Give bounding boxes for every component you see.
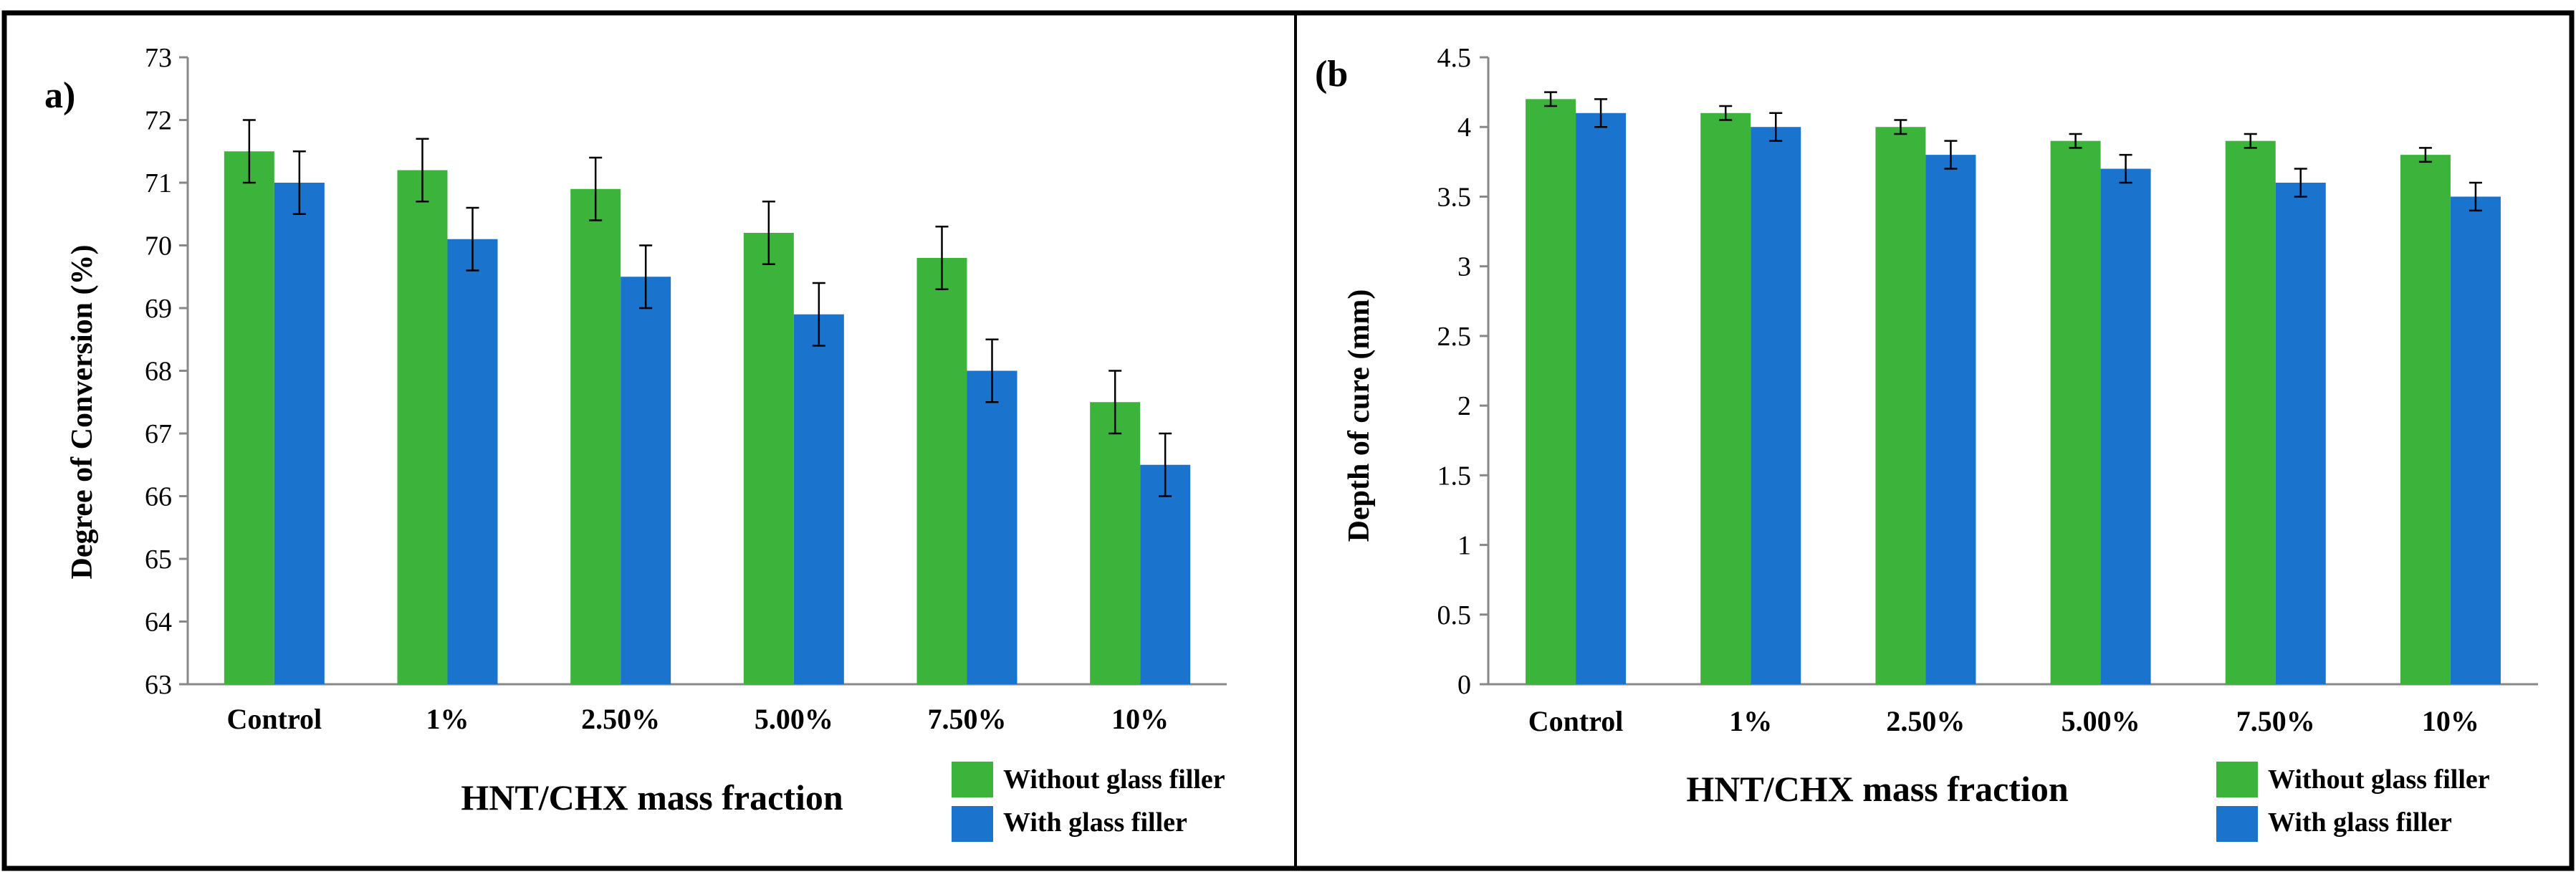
bar [621, 277, 671, 684]
figure-frame [1, 10, 2575, 871]
legend-b: Without glass filler With glass filler [2216, 762, 2490, 842]
legend-a: Without glass filler With glass filler [952, 762, 1225, 842]
bars-a [224, 151, 1191, 684]
y-tick-label: 70 [145, 231, 172, 262]
bars-b [1526, 99, 2501, 685]
y-axis-a [179, 56, 1227, 686]
legend-label-without-a: Without glass filler [1003, 764, 1225, 795]
y-ticks-a: 63 64 65 66 67 68 69 70 71 72 73 [145, 43, 172, 700]
bar [743, 233, 794, 684]
y-tick-label: 73 [145, 43, 172, 73]
bar [447, 239, 498, 684]
x-tick-label: 7.50% [2236, 705, 2315, 737]
y-axis-b [1480, 56, 2538, 686]
legend-swatch-with-a [952, 806, 993, 842]
bar [2100, 168, 2151, 685]
x-tick-label: 5.00% [2062, 705, 2140, 737]
bar [1700, 112, 1751, 684]
legend-swatch-without-a [952, 762, 993, 797]
bar [2050, 140, 2101, 684]
x-tick-label: 1% [1729, 705, 1772, 737]
bar [2400, 155, 2451, 685]
bar [1751, 127, 1801, 684]
y-tick-label: 1.5 [1437, 461, 1472, 491]
y-tick-label: 65 [145, 545, 172, 575]
x-axis-label-b: HNT/CHX mass fraction [1686, 769, 2068, 809]
x-tick-label: 10% [2422, 705, 2479, 737]
x-tick-label: Control [227, 703, 322, 735]
chart-panel-b: (b Depth of cure (mm) 0 0.5 1 1.5 2 2.5 3 3.5 4 4… [1315, 43, 2538, 842]
y-tick-label: 3.5 [1437, 182, 1472, 212]
bar [397, 170, 448, 684]
y-axis-label-b: Depth of cure (mm) [1343, 289, 1376, 542]
bar [916, 258, 967, 684]
x-tick-labels-b: Control 1% 2.50% 5.00% 7.50% 10% [1528, 705, 2479, 737]
y-tick-label: 69 [145, 294, 172, 324]
bar [274, 183, 325, 684]
y-tick-label: 63 [145, 670, 172, 700]
y-tick-label: 1 [1457, 531, 1471, 561]
bar [1576, 112, 1627, 684]
legend-swatch-without-b [2216, 762, 2258, 797]
x-tick-label: Control [1528, 705, 1624, 737]
x-tick-label: 2.50% [581, 703, 660, 735]
x-tick-label: 7.50% [928, 703, 1007, 735]
y-tick-label: 64 [145, 608, 172, 638]
x-axis-label-a: HNT/CHX mass fraction [461, 777, 843, 818]
error-bars-a [242, 119, 1172, 497]
panel-label-b: (b [1315, 54, 1348, 95]
bar [570, 188, 621, 684]
y-tick-label: 2.5 [1437, 322, 1472, 352]
bar [967, 370, 1018, 684]
bar [1526, 99, 1576, 685]
y-axis-label-a: Degree of Conversion (%) [66, 245, 99, 580]
bar [2450, 196, 2501, 684]
error-bars-b [1544, 91, 2482, 212]
y-tick-label: 72 [145, 106, 172, 136]
bar [793, 314, 844, 684]
y-tick-label: 71 [145, 168, 172, 198]
y-tick-label: 0.5 [1437, 600, 1472, 631]
legend-label-with-b: With glass filler [2268, 807, 2452, 838]
x-tick-label: 2.50% [1886, 705, 1965, 737]
x-tick-label: 5.00% [755, 703, 833, 735]
y-tick-label: 68 [145, 357, 172, 387]
x-tick-label: 10% [1111, 703, 1169, 735]
y-tick-label: 0 [1457, 670, 1471, 700]
y-tick-label: 4 [1457, 112, 1471, 143]
bar [224, 151, 274, 684]
bar [1875, 127, 1926, 684]
y-tick-label: 66 [145, 482, 172, 512]
y-tick-label: 67 [145, 419, 172, 449]
y-tick-label: 4.5 [1437, 43, 1472, 73]
bar [1140, 464, 1191, 684]
legend-label-without-b: Without glass filler [2268, 764, 2490, 795]
legend-label-with-a: With glass filler [1003, 807, 1187, 838]
y-ticks-b: 0 0.5 1 1.5 2 2.5 3 3.5 4 4.5 [1437, 43, 1472, 700]
y-tick-label: 3 [1457, 252, 1471, 282]
bar [2225, 140, 2276, 684]
bar [1925, 155, 1976, 685]
x-tick-labels-a: Control 1% 2.50% 5.00% 7.50% 10% [227, 703, 1169, 735]
chart-panel-a: a) Degree of Conversion (%) 63 64 65 66 67 68… [44, 43, 1227, 842]
legend-swatch-with-b [2216, 806, 2258, 842]
bar [2275, 183, 2326, 684]
bar [1090, 402, 1141, 684]
y-tick-label: 2 [1457, 391, 1471, 421]
x-tick-label: 1% [426, 703, 469, 735]
panel-label-a: a) [44, 75, 75, 116]
